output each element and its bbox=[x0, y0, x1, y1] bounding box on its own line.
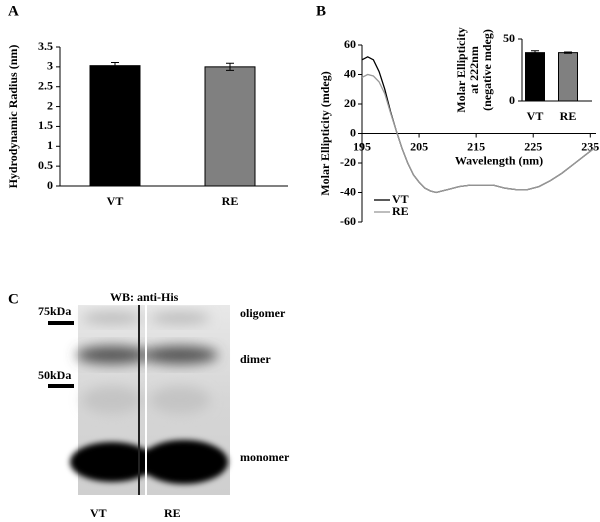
x-tick-label: 195 bbox=[353, 139, 371, 153]
error-bar bbox=[111, 61, 119, 70]
band-label: dimer bbox=[240, 352, 271, 366]
error-bar bbox=[564, 51, 572, 54]
y-tick-label: 60 bbox=[344, 37, 356, 51]
x-tick-label: RE bbox=[560, 109, 577, 123]
error-bar bbox=[226, 62, 234, 71]
y-tick-label: 3.5 bbox=[38, 39, 53, 53]
x-tick-label: 205 bbox=[410, 139, 428, 153]
x-tick-label: VT bbox=[107, 194, 124, 208]
x-axis-label: Wavelength (nm) bbox=[455, 153, 543, 167]
bar bbox=[89, 65, 141, 187]
x-tick-label: 225 bbox=[524, 139, 542, 153]
panel-label: B bbox=[316, 3, 326, 19]
y-axis-label: Molar Ellipticity bbox=[454, 27, 468, 112]
y-tick-label: -20 bbox=[340, 155, 356, 169]
y-tick-label: 0 bbox=[47, 178, 53, 192]
lane-label: RE bbox=[164, 506, 181, 520]
band-label: oligomer bbox=[240, 306, 286, 320]
y-tick-label: 2.5 bbox=[38, 78, 53, 92]
y-tick-label: 3 bbox=[47, 59, 53, 73]
blot-title: WB: anti-His bbox=[110, 290, 179, 304]
bar bbox=[525, 52, 545, 102]
x-tick-label: VT bbox=[527, 109, 544, 123]
y-tick-label: -60 bbox=[340, 214, 356, 228]
y-tick-label: 40 bbox=[344, 66, 356, 80]
y-tick-label: 50 bbox=[503, 31, 515, 45]
marker-bar bbox=[48, 321, 74, 325]
x-tick-label: 235 bbox=[581, 139, 599, 153]
x-tick-label: RE bbox=[222, 194, 239, 208]
y-tick-label: 20 bbox=[344, 96, 356, 110]
blot-image bbox=[70, 305, 230, 495]
y-tick-label: 2 bbox=[47, 98, 53, 112]
y-axis-label: (negative mdeg) bbox=[480, 29, 494, 111]
y-axis-label: Molar Ellipticity (mdeg) bbox=[318, 71, 332, 195]
y-tick-label: 0.5 bbox=[38, 158, 53, 172]
y-tick-label: 0 bbox=[350, 125, 356, 139]
bar bbox=[558, 52, 578, 102]
y-axis-label: at 222nm bbox=[467, 46, 481, 94]
legend-label: RE bbox=[392, 204, 409, 218]
line bbox=[361, 73, 597, 194]
panel-label: A bbox=[8, 3, 19, 19]
panel-label: C bbox=[8, 291, 19, 307]
y-tick-label: 1.5 bbox=[38, 118, 53, 132]
error-bar bbox=[531, 50, 539, 55]
y-tick-label: -40 bbox=[340, 184, 356, 198]
legend-label: VT bbox=[392, 192, 409, 206]
marker-label: 50kDa bbox=[38, 368, 71, 382]
marker-bar bbox=[48, 384, 74, 388]
y-tick-label: 1 bbox=[47, 138, 53, 152]
marker-label: 75kDa bbox=[38, 304, 71, 318]
x-tick-label: 215 bbox=[467, 139, 485, 153]
y-tick-label: 0 bbox=[509, 93, 515, 107]
y-axis-label: Hydrodynamic Radius (nm) bbox=[6, 45, 20, 189]
band-label: monomer bbox=[240, 450, 290, 464]
bar bbox=[204, 66, 256, 187]
lane-label: VT bbox=[90, 506, 107, 520]
